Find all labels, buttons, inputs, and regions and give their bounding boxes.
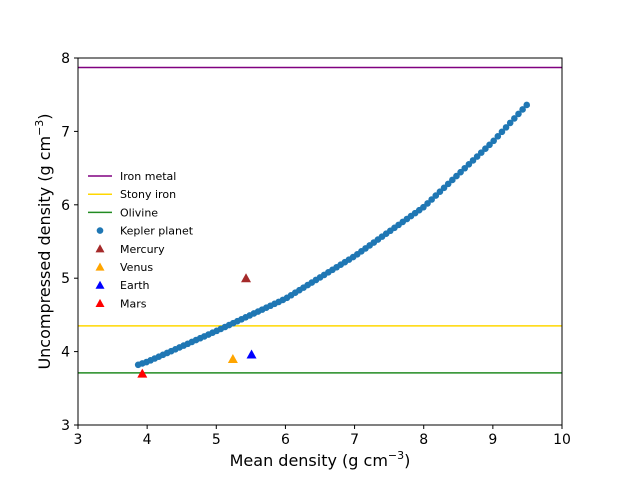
- earth-marker: [246, 349, 257, 359]
- kepler-planet-point: [436, 188, 444, 195]
- kepler-planet-point: [449, 176, 456, 184]
- kepler-planet-point: [494, 133, 502, 140]
- legend-swatch-kepler-planet: [96, 227, 104, 234]
- venus-marker: [227, 353, 238, 363]
- kepler-planet-point: [523, 101, 531, 109]
- x-tick-label: 10: [553, 432, 571, 448]
- kepler-planet-point: [420, 203, 427, 211]
- mercury-marker: [241, 273, 252, 283]
- kepler-planet-point: [424, 200, 431, 207]
- mars-marker: [137, 368, 148, 378]
- kepler-planet-point: [515, 110, 522, 118]
- x-tick-label: 4: [143, 432, 152, 448]
- legend-swatch-mars: [95, 298, 105, 307]
- kepler-planet-point: [453, 172, 460, 180]
- kepler-planet-point: [440, 184, 448, 192]
- y-tick-label: 4: [61, 345, 70, 361]
- kepler-planet-point: [477, 149, 485, 156]
- x-tick-label: 7: [350, 432, 359, 448]
- legend-label-earth: Earth: [120, 279, 150, 292]
- y-tick-label: 8: [61, 51, 70, 67]
- kepler-planet-point: [498, 128, 506, 136]
- kepler-planet-point: [490, 137, 497, 145]
- kepler-planet-point: [444, 180, 452, 188]
- legend: Iron metal Stony iron Olivine Kepler planet…: [88, 170, 194, 310]
- legend-label-olivine: Olivine: [120, 206, 158, 219]
- x-tick-label: 9: [488, 432, 497, 448]
- y-axis-label: Uncompressed density (g cm−3): [33, 113, 54, 369]
- legend-label-mars: Mars: [120, 297, 147, 310]
- kepler-planet-point: [502, 124, 510, 131]
- y-tick-label: 3: [61, 418, 70, 434]
- legend-swatch-earth: [95, 280, 105, 289]
- x-tick-label: 6: [281, 432, 290, 448]
- kepler-planet-point: [486, 141, 493, 149]
- kepler-planet-point: [511, 115, 518, 122]
- axis-ticks: 3 4 5 6 7 8 9 10 3 4 5 6 7 8: [61, 51, 571, 448]
- y-tick-label: 5: [61, 271, 70, 287]
- y-tick-label: 6: [61, 198, 70, 214]
- kepler-planet-point: [469, 157, 477, 164]
- x-tick-label: 8: [419, 432, 428, 448]
- kepler-planet-point: [457, 168, 464, 176]
- x-tick-label: 3: [74, 432, 83, 448]
- legend-label-stony-iron: Stony iron: [120, 188, 176, 201]
- kepler-planet-point: [461, 164, 469, 172]
- legend-label-kepler-planet: Kepler planet: [120, 225, 194, 238]
- kepler-planet-point: [432, 192, 440, 199]
- x-axis-label: Mean density (g cm−3): [230, 449, 411, 470]
- kepler-planet-point: [473, 153, 481, 160]
- x-tick-label: 5: [212, 432, 221, 448]
- kepler-planet-point: [482, 145, 489, 153]
- kepler-planet-point: [519, 106, 526, 113]
- y-tick-label: 7: [61, 124, 70, 140]
- kepler-planet-point: [506, 119, 514, 127]
- kepler-planet-point: [428, 196, 435, 203]
- legend-label-venus: Venus: [120, 261, 153, 274]
- legend-label-mercury: Mercury: [120, 243, 165, 256]
- plot-frame: [77, 57, 563, 426]
- legend-swatch-mercury: [95, 244, 105, 253]
- plot-area: [78, 66, 562, 378]
- kepler-planet-point: [465, 161, 473, 168]
- legend-swatch-venus: [95, 262, 105, 271]
- legend-label-iron-metal: Iron metal: [120, 170, 176, 183]
